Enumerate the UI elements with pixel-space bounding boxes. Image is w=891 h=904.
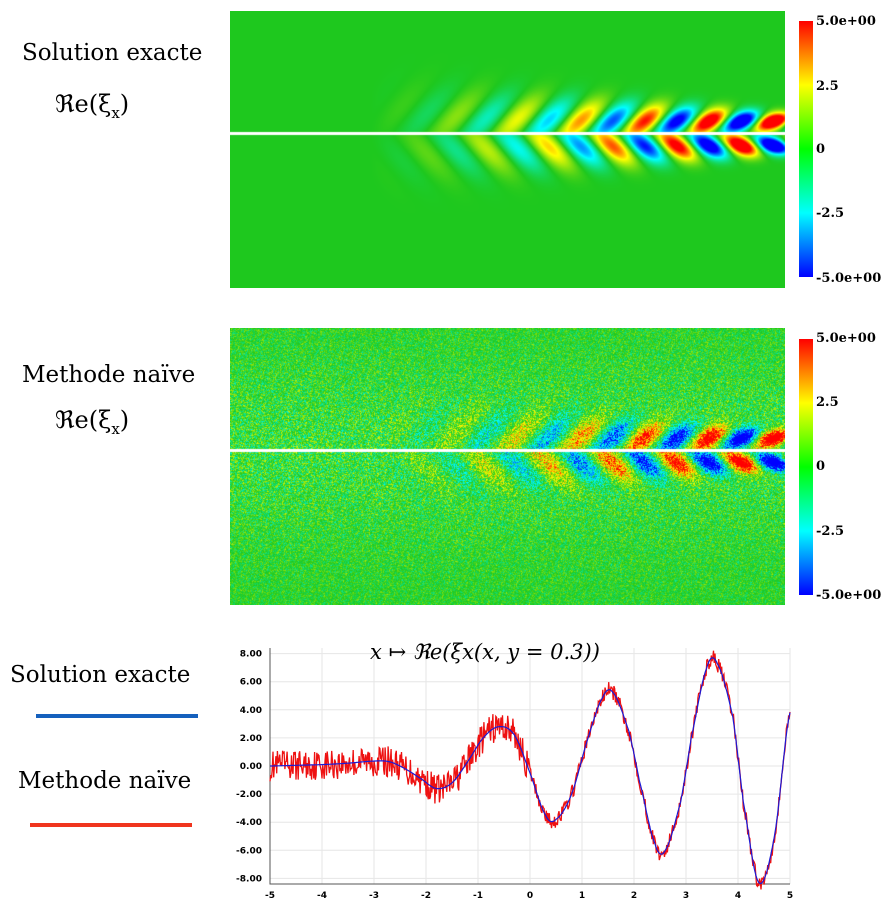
colorbar-1-max: 5.0e+00 [816, 14, 876, 29]
x-tick-label: 0 [527, 891, 533, 901]
y-tick-label: -8.00 [236, 874, 262, 884]
colorbar-1-tick-0: 0 [816, 142, 826, 157]
colorbar-2-tick-0: 0 [816, 459, 826, 474]
colorbar-1-min: -5.0e+00 [816, 271, 882, 286]
chart-axes [269, 648, 790, 885]
x-tick-label: 5 [787, 891, 793, 901]
legend-naive-line [30, 823, 192, 827]
series-exact-line [270, 657, 791, 885]
chart-title: x ↦ ℜe(ξx(x, y = 0.3)) [370, 640, 600, 664]
colorbar-1-tick-neg-2-5: -2.5 [816, 206, 845, 221]
line-chart: 8.00 6.00 4.00 2.00 0.00 -2.00 -4.00 -6.00 -8.00… [236, 648, 793, 901]
colorbar-2-min: -5.0e+00 [816, 588, 882, 603]
x-tick-label: -3 [369, 891, 379, 901]
colorbar-2-max: 5.0e+00 [816, 331, 876, 346]
colorbar-2 [799, 339, 813, 595]
panel2-quantity: ℜe(ξx) [55, 406, 130, 438]
panel1-quantity: ℜe(ξx) [55, 90, 130, 122]
legend-naive-label: Methode naïve [18, 768, 192, 794]
y-tick-label: 2.00 [240, 734, 262, 744]
x-tick-label: -5 [265, 891, 275, 901]
exact-solution-field-map [230, 11, 785, 288]
axis-lines [269, 648, 790, 885]
chart-ticks: 8.00 6.00 4.00 2.00 0.00 -2.00 -4.00 -6.00 -8.00… [236, 650, 793, 901]
y-tick-label: -6.00 [236, 846, 262, 856]
y-tick-label: -2.00 [236, 790, 262, 800]
x-tick-label: 2 [631, 891, 637, 901]
x-tick-label: -2 [421, 891, 431, 901]
y-tick-label: -4.00 [236, 818, 262, 828]
panel2-title: Methode naïve [22, 362, 196, 388]
y-tick-label: 4.00 [240, 706, 262, 716]
legend-exact-label: Solution exacte [10, 662, 191, 688]
colorbar-2-tick-neg-2-5: -2.5 [816, 524, 845, 539]
x-tick-label: 4 [735, 891, 741, 901]
legend-exact-line [36, 714, 198, 718]
x-tick-label: 3 [683, 891, 689, 901]
x-tick-label: -4 [317, 891, 327, 901]
colorbar-1 [799, 21, 813, 277]
colorbar-1-tick-2-5: 2.5 [816, 79, 839, 94]
y-tick-label: 6.00 [240, 678, 262, 688]
x-tick-label: -1 [473, 891, 483, 901]
y-tick-label: 8.00 [240, 650, 262, 660]
panel1-title: Solution exacte [22, 40, 203, 66]
naive-method-field-map [230, 328, 785, 605]
series-naive-line [269, 650, 791, 890]
y-tick-label: 0.00 [240, 762, 262, 772]
colorbar-2-tick-2-5: 2.5 [816, 395, 839, 410]
x-tick-label: 1 [579, 891, 585, 901]
